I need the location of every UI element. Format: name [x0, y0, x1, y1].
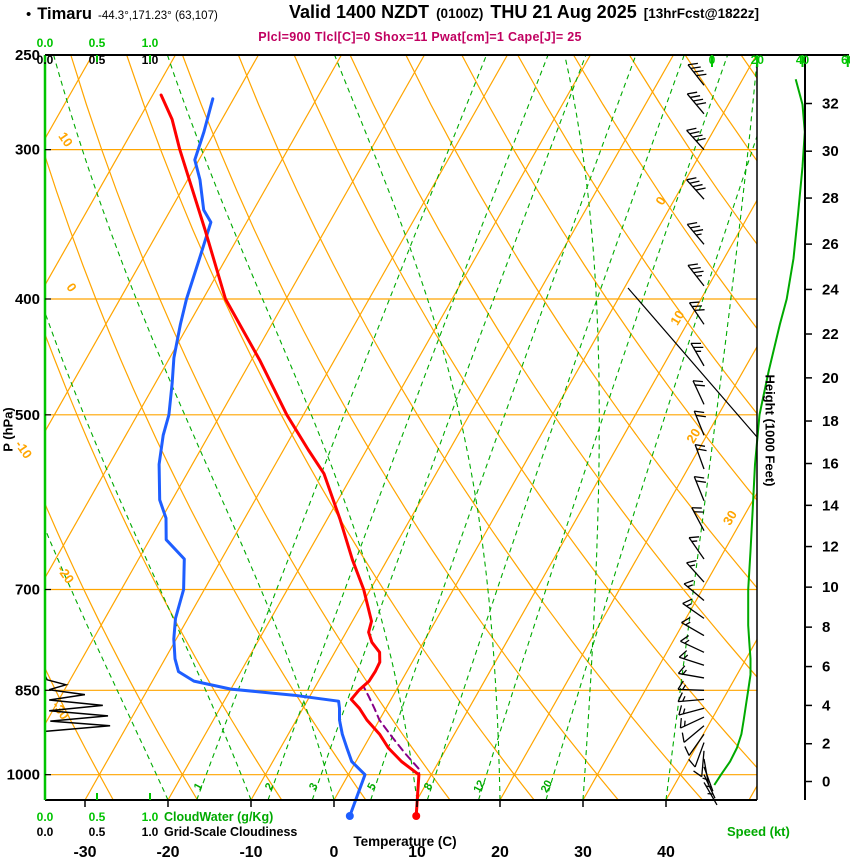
height-tick-label: 12	[822, 539, 839, 556]
station-header: • Timaru -44.3°,171.23° (63,107)	[26, 5, 218, 24]
height-tick-label: 4	[822, 697, 831, 714]
pressure-axis-title: P (hPa)	[0, 407, 16, 452]
height-tick-label: 26	[822, 236, 839, 253]
grid-green	[45, 55, 757, 800]
dry-adiabat-label: -10	[12, 437, 35, 461]
grid-orange	[45, 55, 757, 800]
dry-adiabat-label: 0	[63, 280, 79, 295]
forecast-tag: [13hrFcst@1822z]	[643, 6, 759, 21]
dry-adiabat-label: -20	[54, 562, 77, 586]
cloudwater-scale-bottom-label: 1.0	[142, 810, 159, 824]
pressure-tick-label: 500	[15, 407, 40, 424]
cloudwater-scale-title: CloudWater (g/Kg)	[164, 810, 274, 824]
speed-tick-label: 0	[709, 53, 716, 67]
height-tick-label: 0	[822, 774, 830, 791]
dewpoint-trace	[157, 97, 367, 818]
height-tick-label: 28	[822, 190, 839, 207]
cloudiness-scale-bottom-label: 0.5	[89, 825, 106, 839]
mixing-ratio-label: 3	[307, 781, 320, 792]
station-coords: -44.3°,171.23° (63,107)	[97, 10, 218, 22]
height-tick-label: 16	[822, 456, 839, 473]
height-tick-label: 22	[822, 326, 839, 343]
isotherm-label: 0	[652, 194, 669, 208]
cloudiness-scale-bottom-label: 0.0	[37, 825, 54, 839]
mixing-ratio-label: 1	[192, 781, 205, 792]
mixing-ratio-label: 8	[422, 781, 435, 792]
cloudwater-scale-top-label: 0.5	[89, 36, 106, 50]
speed-tick-label: 40	[796, 53, 810, 67]
temperature-tick-label: -30	[73, 844, 96, 860]
height-tick-label: 18	[822, 413, 839, 430]
valid-date: THU 21 Aug 2025	[490, 2, 637, 22]
cloudiness-scale-bottom-label: 1.0	[142, 825, 159, 839]
pressure-tick-label: 1000	[7, 767, 40, 784]
mixing-ratio-label: 2	[263, 781, 276, 792]
height-tick-label: 2	[822, 736, 830, 753]
height-tick-label: 10	[822, 579, 839, 596]
height-tick-label: 20	[822, 370, 839, 387]
cloudwater-scale-top-label: 0.0	[37, 36, 54, 50]
height-tick-label: 32	[822, 96, 839, 113]
cloudwater-scale: 0.00.00.00.00.50.50.50.51.01.01.01.0	[37, 36, 159, 839]
height-axis-title: Height (1000 Feet)	[762, 374, 778, 487]
cloudiness-scale-top-label: 0.0	[37, 53, 54, 67]
cloudwater-scale-bottom-label: 0.5	[89, 810, 106, 824]
cloudiness-scale-title: Grid-Scale Cloudiness	[164, 825, 298, 839]
temperature-tick-label: -10	[239, 844, 262, 860]
temperature-axis: -30 -20 -10 0 10 20 30 40	[73, 800, 675, 860]
valid-time-header: Valid 1400 NZDT (0100Z) THU 21 Aug 2025 …	[289, 2, 759, 23]
speed-axis-title: Speed (kt)	[727, 824, 790, 839]
wind-speed-curve	[713, 79, 806, 786]
height-tick-label: 30	[822, 143, 839, 160]
pressure-tick-label: 400	[15, 291, 40, 308]
pressure-axis: 250 300 400 500 700 850 1000	[7, 47, 51, 784]
dry-adiabat-label: 10	[55, 129, 76, 149]
pressure-tick-label: 850	[15, 682, 40, 699]
frame	[43, 54, 849, 801]
pressure-tick-label: 250	[15, 47, 40, 64]
mixing-ratio-label: 20	[539, 778, 555, 794]
height-tick-label: 6	[822, 659, 830, 676]
speed-tick-label: 20	[751, 53, 765, 67]
isotherm-label: 10	[667, 308, 687, 328]
temperature-axis-title: Temperature (C)	[353, 834, 457, 849]
data-boundary-line	[627, 287, 758, 438]
valid-time: Valid 1400 NZDT	[289, 2, 430, 22]
height-tick-label: 14	[822, 497, 839, 514]
temperature-trace	[159, 93, 421, 818]
pressure-tick-label: 700	[15, 582, 40, 599]
wind-barbs	[677, 62, 718, 806]
isotherm-label: 30	[720, 508, 740, 528]
temperature-tick-label: 0	[330, 844, 339, 860]
temperature-tick-label: 20	[491, 844, 509, 860]
temperature-tick-label: 30	[574, 844, 592, 860]
temperature-tick-label: 40	[657, 844, 675, 860]
sounding-parameters: Plcl=900 Tlcl[C]=0 Shox=11 Pwat[cm]=1 Ca…	[258, 30, 582, 44]
valid-zulu: (0100Z)	[436, 6, 484, 21]
mixing-ratio-label: 12	[471, 778, 487, 794]
pressure-tick-label: 300	[15, 142, 40, 159]
cloudwater-profile	[44, 675, 111, 733]
isotherm-label: 20	[683, 426, 703, 446]
surface-dewpoint-dot	[345, 812, 354, 820]
cloudwater-scale-bottom-label: 0.0	[37, 810, 54, 824]
cloudwater-scale-top-label: 1.0	[142, 36, 159, 50]
height-tick-label: 8	[822, 619, 830, 636]
height-tick-label: 24	[822, 281, 839, 298]
parcel-path-trace	[362, 686, 421, 817]
speed-axis: 0 20 40 60	[709, 53, 850, 67]
station-bullet-icon: •	[26, 6, 32, 23]
temperature-tick-label: -20	[156, 844, 179, 860]
speed-tick-label: 60	[841, 53, 850, 67]
temperature-tick-label: 10	[408, 844, 426, 860]
surface-temperature-dot	[412, 812, 421, 820]
mixing-ratio-label: 5	[365, 781, 378, 792]
station-name: Timaru	[37, 5, 92, 23]
